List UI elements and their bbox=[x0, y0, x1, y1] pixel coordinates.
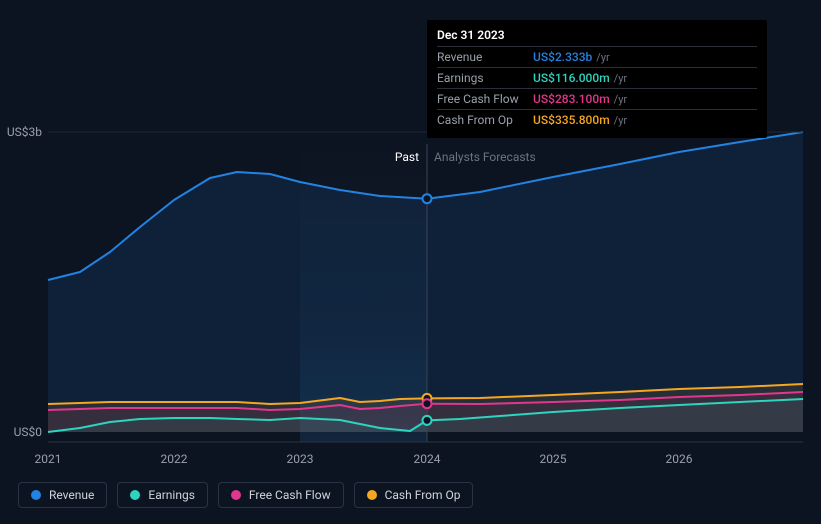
past-section-label: Past bbox=[395, 150, 419, 164]
x-axis-tick: 2024 bbox=[414, 452, 441, 466]
data-tooltip: Dec 31 2023 RevenueUS$2.333b/yrEarningsU… bbox=[427, 20, 767, 138]
x-axis-tick: 2022 bbox=[161, 452, 188, 466]
legend-swatch bbox=[231, 490, 241, 500]
legend-item-free-cash-flow[interactable]: Free Cash Flow bbox=[218, 482, 344, 508]
tooltip-metric-value: US$283.100m bbox=[533, 92, 610, 106]
forecast-section-label: Analysts Forecasts bbox=[434, 150, 536, 164]
tooltip-metric-label: Revenue bbox=[437, 50, 533, 64]
tooltip-date: Dec 31 2023 bbox=[437, 28, 757, 46]
legend-item-earnings[interactable]: Earnings bbox=[117, 482, 208, 508]
x-axis-tick: 2021 bbox=[35, 452, 62, 466]
y-axis-label-bottom: US$0 bbox=[0, 425, 42, 439]
legend-label: Earnings bbox=[148, 488, 195, 502]
tooltip-row: Cash From OpUS$335.800m/yr bbox=[437, 109, 757, 130]
x-axis-tick: 2023 bbox=[287, 452, 314, 466]
tooltip-metric-value: US$335.800m bbox=[533, 113, 610, 127]
legend-swatch bbox=[367, 490, 377, 500]
tooltip-row: Free Cash FlowUS$283.100m/yr bbox=[437, 88, 757, 109]
chart-legend: Revenue Earnings Free Cash Flow Cash From O… bbox=[18, 482, 473, 508]
financials-chart: US$3b US$0 Past Analysts Forecasts Dec 3… bbox=[0, 0, 821, 524]
legend-swatch bbox=[31, 490, 41, 500]
y-axis-label-top: US$3b bbox=[0, 125, 42, 139]
tooltip-row: RevenueUS$2.333b/yr bbox=[437, 46, 757, 67]
tooltip-metric-value: US$116.000m bbox=[533, 71, 610, 85]
legend-label: Revenue bbox=[49, 488, 94, 502]
tooltip-metric-unit: /yr bbox=[596, 51, 609, 64]
legend-item-revenue[interactable]: Revenue bbox=[18, 482, 107, 508]
tooltip-metric-unit: /yr bbox=[614, 93, 627, 106]
legend-swatch bbox=[130, 490, 140, 500]
legend-item-cash-from-op[interactable]: Cash From Op bbox=[354, 482, 474, 508]
legend-label: Cash From Op bbox=[385, 488, 461, 502]
tooltip-metric-unit: /yr bbox=[614, 114, 627, 127]
tooltip-metric-value: US$2.333b bbox=[533, 50, 592, 64]
legend-label: Free Cash Flow bbox=[249, 488, 331, 502]
tooltip-metric-unit: /yr bbox=[614, 72, 627, 85]
x-axis-tick: 2025 bbox=[540, 452, 567, 466]
tooltip-metric-label: Earnings bbox=[437, 71, 533, 85]
tooltip-metric-label: Cash From Op bbox=[437, 113, 533, 127]
tooltip-metric-label: Free Cash Flow bbox=[437, 92, 533, 106]
x-axis-tick: 2026 bbox=[666, 452, 693, 466]
tooltip-row: EarningsUS$116.000m/yr bbox=[437, 67, 757, 88]
